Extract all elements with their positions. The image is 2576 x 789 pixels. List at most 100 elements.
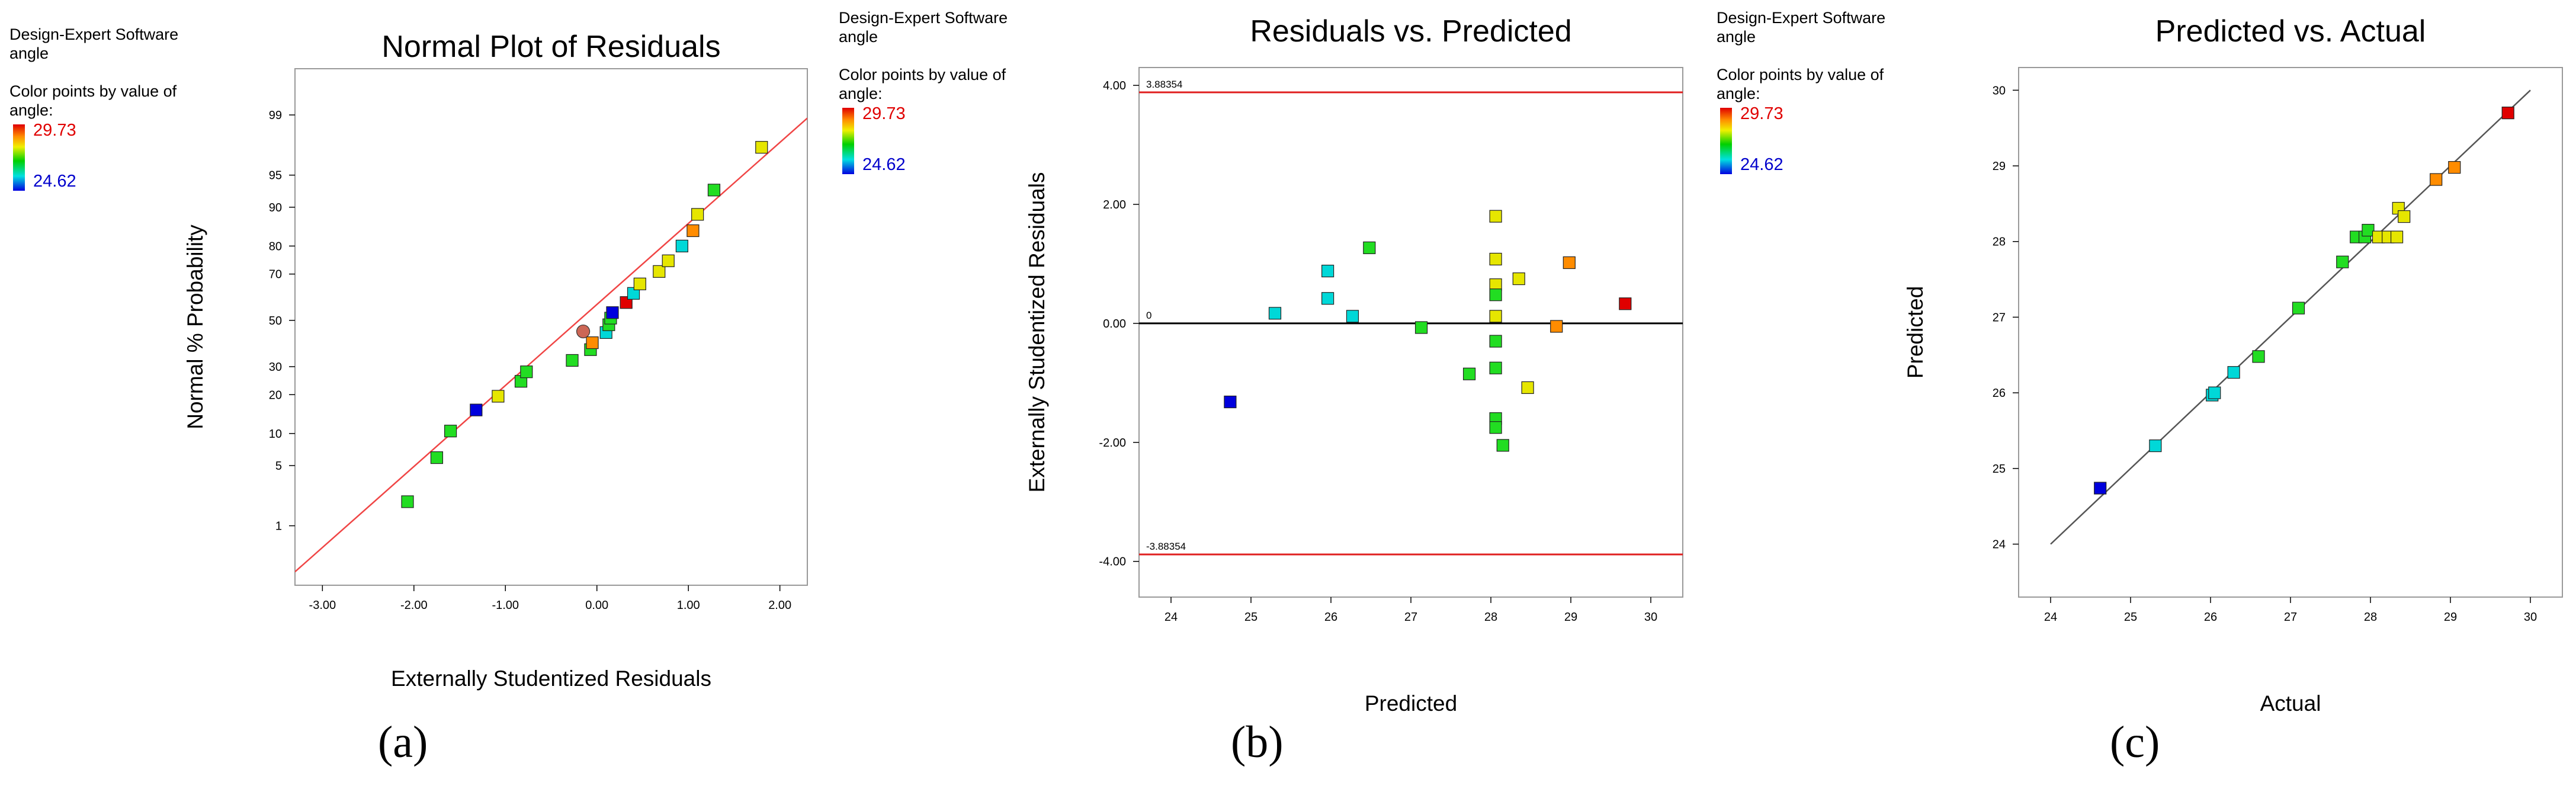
legend-factor-name: angle — [1717, 28, 1756, 46]
x-tick-label: 29 — [2444, 611, 2457, 624]
x-tick-label: 30 — [2524, 611, 2537, 624]
color-scale-high: 29.73 — [33, 121, 76, 140]
x-tick-label: 28 — [2364, 611, 2377, 624]
data-point — [1563, 256, 1576, 270]
y-tick-label: 95 — [269, 169, 282, 182]
x-tick-label: 24 — [2044, 611, 2057, 624]
data-point — [586, 336, 599, 349]
data-point — [686, 224, 700, 238]
x-tick-label: 1.00 — [677, 599, 700, 612]
color-scale: 29.73 24.62 — [9, 121, 205, 193]
legend-software-name: Design-Expert Software — [1717, 9, 1886, 27]
panel-label-a: (a) — [378, 717, 428, 767]
y-tick-label: 70 — [269, 268, 282, 281]
y-tick-label: 1 — [275, 520, 282, 533]
x-tick-label: 27 — [2284, 611, 2297, 624]
data-point — [1224, 395, 1237, 409]
color-scale-high: 29.73 — [862, 104, 906, 123]
data-point — [1489, 361, 1502, 374]
limit-line-label: 3.88354 — [1146, 79, 1182, 90]
data-point — [2390, 230, 2404, 243]
data-point — [662, 254, 675, 267]
x-tick-label: 26 — [2204, 611, 2217, 624]
color-scale: 29.73 24.62 — [1717, 104, 1912, 177]
x-tick-label: 2.00 — [768, 599, 791, 612]
x-tick-label: -1.00 — [492, 599, 519, 612]
data-point — [1496, 439, 1509, 452]
data-point — [2149, 439, 2162, 453]
y-tick-label: 24 — [1993, 538, 2006, 551]
x-tick-label: 25 — [1244, 611, 1257, 624]
y-axis-label: Normal % Probability — [183, 224, 207, 429]
legend-factor-name: angle — [839, 28, 878, 46]
y-tick-label: 29 — [1993, 160, 2006, 173]
x-tick-label: 30 — [1644, 611, 1657, 624]
y-tick-label: 90 — [269, 201, 282, 214]
reference-line — [295, 117, 807, 573]
legend-color-by: Color points by value of angle: — [9, 82, 177, 119]
legend-software-name: Design-Expert Software — [839, 9, 1008, 27]
data-point — [2336, 255, 2349, 268]
color-gradient-bar — [842, 108, 854, 174]
legend-color-by: Color points by value of angle: — [839, 66, 1006, 102]
data-point — [566, 354, 579, 367]
data-point — [2430, 173, 2443, 186]
data-point — [1489, 210, 1502, 223]
chart-panel-3: Predicted vs. Actual Actual Predicted 24 25 2… — [1903, 14, 2563, 716]
color-scale-high: 29.73 — [1740, 104, 1783, 123]
data-point — [1619, 297, 1632, 310]
x-axis-label: Externally Studentized Residuals — [391, 666, 711, 691]
x-tick-label: -3.00 — [309, 599, 336, 612]
color-scale-low: 24.62 — [862, 155, 906, 174]
limit-line-label: 0 — [1146, 310, 1151, 321]
chart-title: Predicted vs. Actual — [2155, 14, 2426, 49]
color-gradient-bar — [13, 124, 25, 191]
data-point — [691, 208, 704, 221]
data-point — [2208, 386, 2221, 399]
data-point — [430, 451, 444, 464]
chart-title: Residuals vs. Predicted — [1250, 14, 1571, 49]
data-point — [1489, 421, 1502, 434]
legend-software-name: Design-Expert Software — [9, 25, 179, 43]
data-point — [1521, 381, 1534, 394]
data-point — [1489, 288, 1502, 302]
plot-frame — [1138, 67, 1683, 598]
limit-line-label: -3.88354 — [1146, 541, 1186, 552]
data-point — [1321, 264, 1334, 278]
panel-label-c: (c) — [2110, 717, 2160, 767]
data-point — [1489, 310, 1502, 323]
y-axis-label: Predicted — [1903, 286, 1927, 379]
reference-line — [2050, 89, 2531, 545]
color-scale: 29.73 24.62 — [839, 104, 1034, 177]
data-point — [492, 390, 505, 403]
color-scale-low: 24.62 — [1740, 155, 1783, 174]
x-axis-label: Actual — [2260, 691, 2321, 716]
x-tick-label: 29 — [1564, 611, 1577, 624]
data-point — [520, 365, 533, 379]
x-tick-label: 27 — [1404, 611, 1417, 624]
data-point — [627, 287, 640, 300]
x-tick-label: 24 — [1165, 611, 1178, 624]
data-point — [2398, 210, 2411, 223]
data-point — [1268, 307, 1282, 320]
legend-color-by: Color points by value of angle: — [1717, 66, 1884, 102]
data-point — [1363, 241, 1376, 254]
y-tick-label: 99 — [269, 109, 282, 122]
data-point — [2094, 482, 2107, 495]
y-tick-label: 27 — [1993, 311, 2006, 324]
data-point — [1489, 335, 1502, 348]
data-point — [1512, 272, 1525, 286]
data-point — [633, 277, 646, 290]
y-tick-label: 2.00 — [1103, 198, 1126, 211]
data-point — [2448, 161, 2461, 174]
y-tick-label: -4.00 — [1099, 556, 1126, 569]
data-point — [653, 265, 666, 278]
y-tick-label: 4.00 — [1103, 79, 1126, 92]
data-point — [1550, 320, 1563, 333]
data-point — [675, 239, 688, 252]
y-tick-label: 0.00 — [1103, 317, 1126, 331]
x-tick-label: 0.00 — [585, 599, 608, 612]
y-tick-label: 50 — [269, 315, 282, 328]
chart-title: Normal Plot of Residuals — [381, 30, 720, 64]
